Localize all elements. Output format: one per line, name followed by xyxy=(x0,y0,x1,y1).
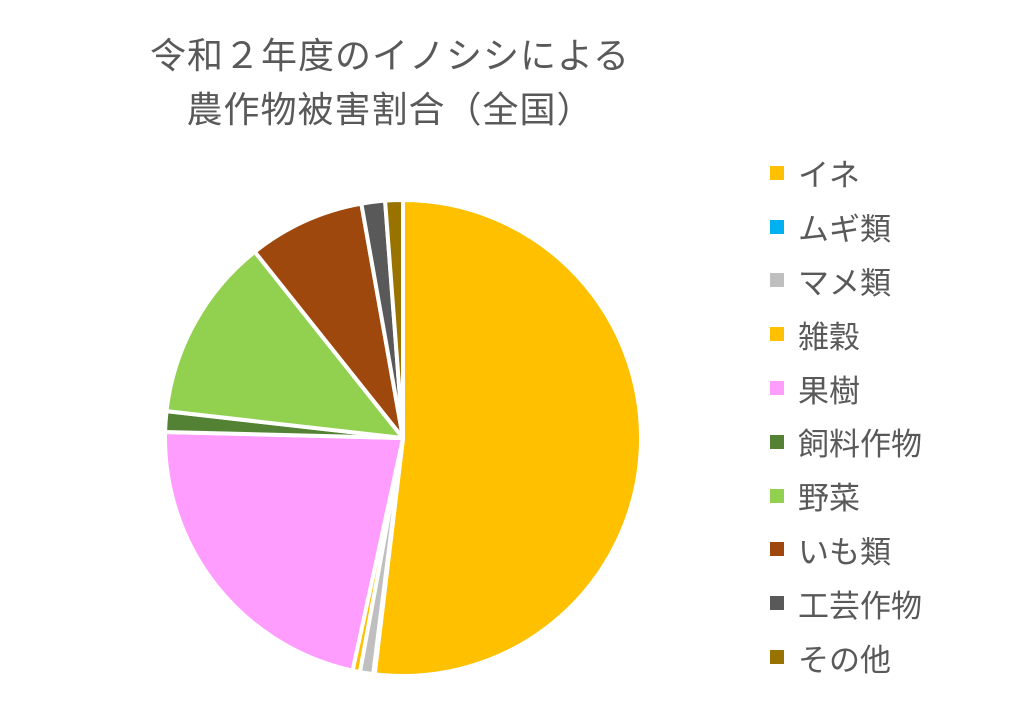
legend-label-4: 果樹 xyxy=(798,373,860,410)
legend-item-6: 野菜 xyxy=(770,469,922,523)
pie-slice-7 xyxy=(252,201,405,440)
legend-swatch-9 xyxy=(770,650,784,665)
legend-item-2: マメ類 xyxy=(770,254,922,308)
legend-swatch-5 xyxy=(770,434,784,449)
legend-swatch-7 xyxy=(770,542,784,557)
legend-label-7: いも類 xyxy=(798,534,891,571)
legend-item-5: 飼料作物 xyxy=(770,415,922,469)
pie-slice-4 xyxy=(163,430,405,673)
legend-item-1: ムギ類 xyxy=(770,200,922,254)
legend-swatch-1 xyxy=(770,219,784,234)
legend-swatch-3 xyxy=(770,327,784,342)
chart-title-line-1: 令和２年度のイノシシによる xyxy=(150,36,630,77)
legend-label-3: 雑穀 xyxy=(798,319,860,356)
legend-label-2: マメ類 xyxy=(798,265,891,302)
legend-label-9: その他 xyxy=(798,642,891,679)
legend-label-8: 工芸作物 xyxy=(798,588,922,625)
legend-label-1: ムギ類 xyxy=(798,212,891,249)
legend-item-4: 果樹 xyxy=(770,361,922,415)
legend-item-9: その他 xyxy=(770,630,922,684)
legend-item-3: 雑穀 xyxy=(770,307,922,361)
legend-swatch-2 xyxy=(770,273,784,288)
legend-swatch-0 xyxy=(770,165,784,180)
pie-slice-0 xyxy=(372,198,643,678)
legend-item-0: イネ xyxy=(770,146,922,200)
legend-label-0: イネ xyxy=(798,158,860,195)
legend-swatch-8 xyxy=(770,596,784,611)
legend-swatch-4 xyxy=(770,381,784,396)
legend-item-8: 工芸作物 xyxy=(770,576,922,630)
chart-title-line-2: 農作物被害割合（全国） xyxy=(186,90,594,131)
legend: イネムギ類マメ類雑穀果樹飼料作物野菜いも類工芸作物その他 xyxy=(770,146,922,684)
chart-title: 令和２年度のイノシシによる 農作物被害割合（全国） xyxy=(90,30,690,138)
pie-slice-6 xyxy=(164,249,405,440)
legend-label-6: 野菜 xyxy=(798,481,860,518)
legend-label-5: 飼料作物 xyxy=(798,427,922,464)
legend-swatch-6 xyxy=(770,488,784,503)
pie-slice-9 xyxy=(383,198,405,440)
legend-item-7: いも類 xyxy=(770,523,922,577)
